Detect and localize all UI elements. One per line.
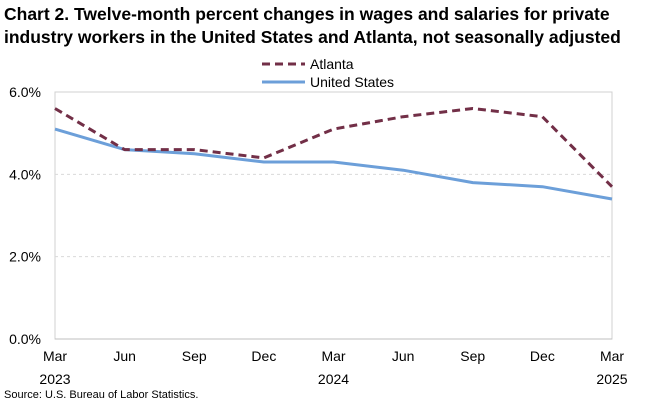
- x-tick-label: Mar: [600, 348, 624, 364]
- x-tick-label: Jun: [392, 348, 415, 364]
- x-axis-ticks: Mar 2023 Jun Sep Dec Mar 2024 Jun Sep Dec Mar 2025: [39, 348, 627, 387]
- x-tick-year-label: 2024: [318, 371, 349, 387]
- legend: Atlanta United States: [262, 56, 394, 90]
- y-tick-label: 2.0%: [9, 249, 41, 265]
- legend-label: United States: [310, 74, 394, 90]
- series-line-united-states: [54, 127, 613, 201]
- series-lines: [54, 107, 614, 201]
- legend-label: Atlanta: [310, 56, 354, 72]
- y-tick-label: 6.0%: [9, 84, 41, 100]
- y-tick-label: 4.0%: [9, 166, 41, 182]
- chart-title: Chart 2. Twelve-month percent changes in…: [4, 3, 644, 49]
- x-tick-label: Dec: [530, 348, 555, 364]
- x-tick-label: Sep: [182, 348, 207, 364]
- y-axis-ticks: 0.0% 2.0% 4.0% 6.0%: [9, 84, 41, 347]
- x-tick-year-label: 2023: [39, 371, 70, 387]
- chart-title-line-2: industry workers in the United States an…: [4, 27, 621, 47]
- x-tick-year-label: 2025: [596, 371, 627, 387]
- x-tick-label: Dec: [251, 348, 276, 364]
- x-tick-label: Jun: [113, 348, 136, 364]
- x-tick-label: Sep: [460, 348, 485, 364]
- x-tick-label: Mar: [43, 348, 67, 364]
- gridlines: [55, 173, 612, 340]
- chart-title-line-1: Chart 2. Twelve-month percent changes in…: [4, 4, 610, 24]
- y-tick-label: 0.0%: [9, 331, 41, 347]
- source-note: Source: U.S. Bureau of Labor Statistics.: [4, 389, 199, 401]
- x-tick-label: Mar: [321, 348, 345, 364]
- plot-area-frame: [54, 91, 613, 340]
- series-line-atlanta: [54, 107, 614, 188]
